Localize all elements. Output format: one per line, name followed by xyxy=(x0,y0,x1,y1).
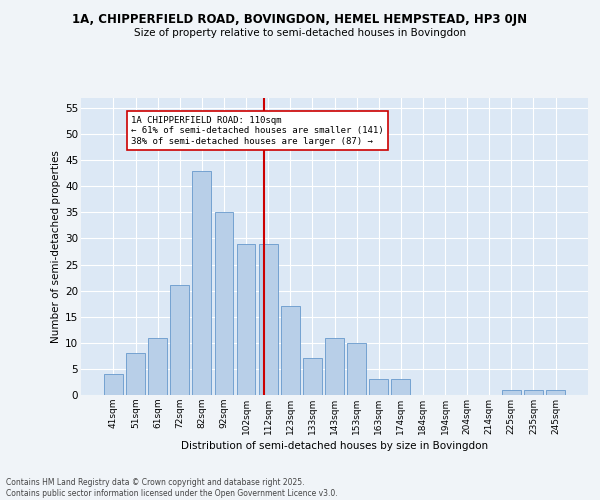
Bar xyxy=(303,358,322,395)
Bar xyxy=(148,338,167,395)
Text: Size of property relative to semi-detached houses in Bovingdon: Size of property relative to semi-detach… xyxy=(134,28,466,38)
Bar xyxy=(502,390,521,395)
Bar xyxy=(325,338,344,395)
Bar xyxy=(370,380,388,395)
Bar xyxy=(215,212,233,395)
Bar xyxy=(347,343,366,395)
Bar xyxy=(126,353,145,395)
X-axis label: Distribution of semi-detached houses by size in Bovingdon: Distribution of semi-detached houses by … xyxy=(181,441,488,451)
Text: 1A CHIPPERFIELD ROAD: 110sqm
← 61% of semi-detached houses are smaller (141)
38%: 1A CHIPPERFIELD ROAD: 110sqm ← 61% of se… xyxy=(131,116,384,146)
Text: Contains HM Land Registry data © Crown copyright and database right 2025.
Contai: Contains HM Land Registry data © Crown c… xyxy=(6,478,338,498)
Bar xyxy=(193,170,211,395)
Bar xyxy=(259,244,278,395)
Y-axis label: Number of semi-detached properties: Number of semi-detached properties xyxy=(51,150,61,342)
Bar xyxy=(546,390,565,395)
Bar xyxy=(104,374,123,395)
Bar xyxy=(170,286,189,395)
Bar xyxy=(524,390,543,395)
Bar xyxy=(281,306,299,395)
Bar xyxy=(391,380,410,395)
Text: 1A, CHIPPERFIELD ROAD, BOVINGDON, HEMEL HEMPSTEAD, HP3 0JN: 1A, CHIPPERFIELD ROAD, BOVINGDON, HEMEL … xyxy=(73,12,527,26)
Bar xyxy=(236,244,256,395)
